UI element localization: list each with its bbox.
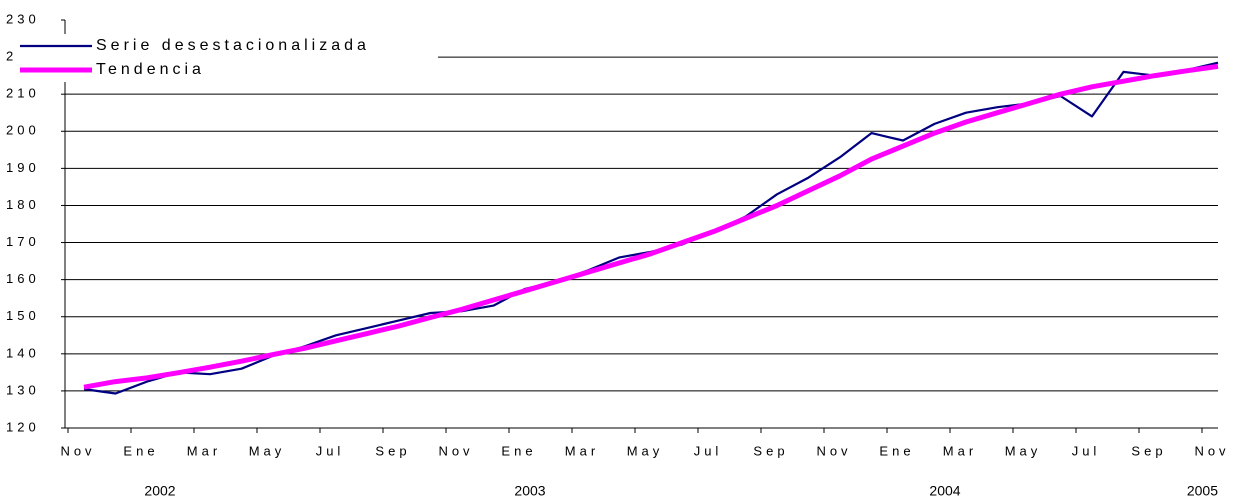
- x-tick-label: Mar: [943, 443, 977, 458]
- y-tick-label: 120: [6, 419, 40, 434]
- x-tick-label: Sep: [1131, 443, 1166, 458]
- x-tick-label: May: [1005, 443, 1042, 458]
- x-tick-label: Nov: [60, 443, 95, 458]
- x-tick-label: Sep: [753, 443, 788, 458]
- x-tick-label: Jul: [1072, 443, 1101, 458]
- year-label: 2003: [514, 483, 545, 499]
- x-tick-label: Ene: [123, 443, 158, 458]
- year-label: 2002: [144, 483, 175, 499]
- legend-label: Tendencia: [96, 61, 205, 78]
- y-tick-label: 230: [6, 11, 40, 26]
- legend-label: Serie desestacionalizada: [96, 37, 370, 54]
- y-tick-label: 150: [6, 308, 40, 323]
- year-label: 2004: [929, 483, 960, 499]
- y-tick-label: 210: [6, 86, 40, 101]
- series-line: [83, 61, 1219, 395]
- x-tick-label: Mar: [565, 443, 599, 458]
- x-tick-label: Ene: [879, 443, 914, 458]
- x-tick-label: May: [627, 443, 664, 458]
- y-tick-label: 180: [6, 197, 40, 212]
- y-tick-label: 140: [6, 345, 40, 360]
- x-tick-label: Nov: [816, 443, 851, 458]
- y-tick-label: 200: [6, 123, 40, 138]
- x-tick-label: Ene: [501, 443, 536, 458]
- series-line: [83, 63, 1219, 390]
- y-tick-label: 160: [6, 271, 40, 286]
- x-tick-label: Jul: [694, 443, 723, 458]
- x-tick-label: Mar: [187, 443, 221, 458]
- x-tick-label: Nov: [438, 443, 473, 458]
- x-tick-label: Jul: [316, 443, 345, 458]
- year-label: 2005: [1187, 483, 1218, 499]
- x-tick-label: Nov: [1194, 443, 1229, 458]
- y-tick-label: 170: [6, 234, 40, 249]
- y-tick-label: 130: [6, 382, 40, 397]
- legend-box: [14, 34, 438, 82]
- x-tick-label: Sep: [375, 443, 410, 458]
- y-tick-label: 190: [6, 160, 40, 175]
- x-tick-label: May: [249, 443, 286, 458]
